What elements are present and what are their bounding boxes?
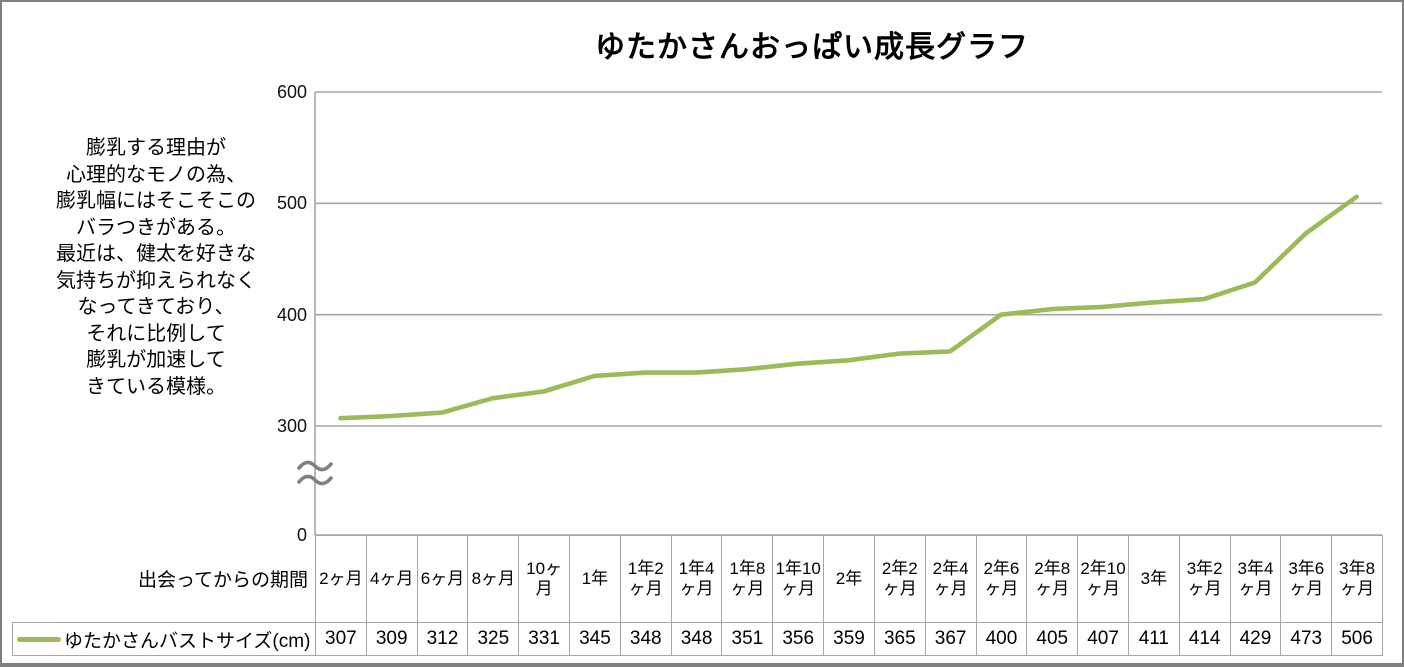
legend-line-icon [17,636,61,642]
annotation-text: 膨乳する理由が 心理的なモノの為、 膨乳幅にはそこそこの バラつきがある。 最近… [56,137,256,398]
y-tick-label-0: 0 [296,525,307,545]
value-cell: 367 [924,623,976,656]
y-tick-label-400: 400 [276,304,307,325]
value-cell: 331 [518,623,570,656]
period-cell: 1年 [569,535,620,623]
y-tick-label-600: 600 [276,82,307,102]
value-cell: 473 [1280,623,1332,656]
period-cell: 2ヶ月 [315,535,366,623]
period-cell: 2年4ヶ月 [924,535,976,623]
value-cell: 345 [569,623,620,656]
table-value-row: ゆたかさんバストサイズ(cm) 307 309 312 325 331 345 348 348… [12,623,1382,656]
axis-break-icon [297,474,333,486]
value-cell: 411 [1127,623,1179,656]
value-cell: 312 [416,623,468,656]
value-cell: 407 [1077,623,1128,656]
period-cell: 2年10ヶ月 [1077,535,1128,623]
series-line [338,194,1359,421]
table-period-row: 出会ってからの期間 2ヶ月 4ヶ月 6ヶ月 8ヶ月 10ヶ月 1年 1年2ヶ月 1年4ヶ月 1年… [12,535,1382,623]
period-cell: 3年6ヶ月 [1280,535,1332,623]
value-cell: 348 [670,623,722,656]
value-cell: 307 [315,623,366,656]
y-tick-label-500: 500 [276,193,307,214]
period-cell: 2年8ヶ月 [1026,535,1078,623]
period-cell: 1年4ヶ月 [670,535,722,623]
value-cell: 365 [873,623,925,656]
period-cell: 3年 [1127,535,1179,623]
data-table: 出会ってからの期間 2ヶ月 4ヶ月 6ヶ月 8ヶ月 10ヶ月 1年 1年2ヶ月 1年4ヶ月 1年… [12,535,1383,656]
y-tick-label-300: 300 [276,416,307,436]
value-cell: 506 [1331,623,1382,656]
value-cell: 351 [721,623,773,656]
period-cell: 1年2ヶ月 [619,535,671,623]
period-cell: 3年4ヶ月 [1229,535,1281,623]
value-cell: 309 [365,623,417,656]
period-cell: 2年2ヶ月 [873,535,925,623]
period-cell: 2年 [823,535,874,623]
value-cell: 325 [467,623,519,656]
value-cell: 429 [1229,623,1281,656]
period-cell: 1年8ヶ月 [721,535,773,623]
period-cell: 4ヶ月 [365,535,417,623]
chart-title: ゆたかさんおっぱい成長グラフ [595,31,1029,64]
period-cell: 6ヶ月 [416,535,468,623]
value-cell: 400 [975,623,1027,656]
value-cell: 356 [772,623,824,656]
value-cell: 414 [1178,623,1230,656]
table-row-header-period: 出会ってからの期間 [12,535,315,623]
period-cell: 3年8ヶ月 [1331,535,1382,623]
table-row-header-series: ゆたかさんバストサイズ(cm) [12,623,315,656]
period-cell: 10ヶ月 [518,535,570,623]
period-cell: 3年2ヶ月 [1178,535,1230,623]
period-cell: 8ヶ月 [467,535,519,623]
series-name-label: ゆたかさんバストサイズ(cm) [64,630,311,652]
axis-break-icon [297,460,333,472]
period-cell: 2年6ヶ月 [975,535,1027,623]
value-cell: 405 [1026,623,1078,656]
value-cell: 359 [823,623,874,656]
value-cell: 348 [619,623,671,656]
period-cell: 1年10ヶ月 [772,535,824,623]
